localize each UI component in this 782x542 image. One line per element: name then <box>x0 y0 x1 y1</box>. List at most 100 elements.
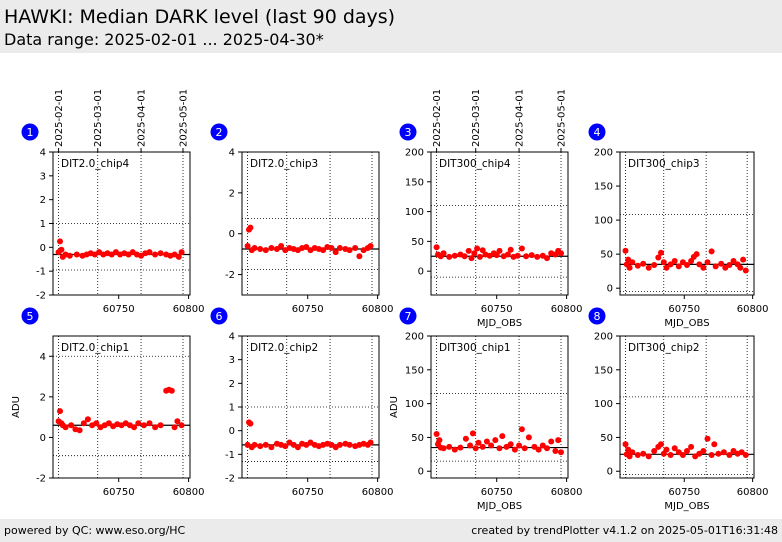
data-point <box>66 252 73 259</box>
y-tick-label: 1 <box>229 403 235 414</box>
data-point <box>488 442 495 449</box>
x-axis-label: MJD_OBS <box>664 501 709 512</box>
data-point <box>175 253 182 260</box>
data-point <box>446 253 453 260</box>
plot-frame <box>619 151 755 296</box>
data-point <box>262 441 269 448</box>
y-tick-label: 0 <box>418 267 424 278</box>
x-tick-label: 60800 <box>362 487 394 498</box>
y-tick-label: 200 <box>405 148 424 159</box>
data-point <box>516 442 523 449</box>
y-tick-label: 3 <box>40 171 46 182</box>
data-point <box>332 249 339 256</box>
data-point <box>645 264 652 271</box>
data-point <box>534 253 541 260</box>
data-point <box>521 445 528 452</box>
data-point <box>675 263 682 270</box>
data-point <box>174 418 181 425</box>
data-point <box>303 244 310 250</box>
y-axis-label: ADU <box>11 396 22 418</box>
data-point <box>711 441 718 448</box>
y-tick-label: -2 <box>225 270 235 281</box>
data-point <box>475 439 482 446</box>
plot-frame <box>241 335 380 479</box>
x-axis-label: MJD_OBS <box>477 318 522 329</box>
x-axis-label: MJD_OBS <box>477 501 522 512</box>
data-point <box>465 247 472 254</box>
panel-number: 1 <box>27 126 34 139</box>
y-tick-label: -2 <box>36 474 46 485</box>
y-tick-label: 150 <box>405 365 424 376</box>
data-point <box>336 441 343 448</box>
panel-label: DIT2.0_chip4 <box>61 158 130 170</box>
data-point <box>68 422 75 429</box>
x-tick-label: 60800 <box>362 304 394 315</box>
data-point <box>696 261 703 268</box>
y-tick-label: 200 <box>405 332 424 343</box>
data-point <box>62 424 69 431</box>
panel-number-badge <box>21 123 39 141</box>
data-point <box>152 424 159 431</box>
chart-header: HAWKI: Median DARK level (last 90 days) … <box>0 0 782 53</box>
panel-number: 2 <box>216 126 223 139</box>
data-point <box>467 442 474 449</box>
y-tick-label: 4 <box>229 148 235 159</box>
data-point <box>658 441 664 448</box>
panel-number-badge <box>588 307 606 325</box>
data-point <box>336 245 343 251</box>
data-point <box>268 444 275 451</box>
data-point <box>679 452 686 458</box>
y-tick-label: 0 <box>40 433 46 444</box>
data-point <box>146 420 153 427</box>
x-tick-label: 60750 <box>481 487 513 498</box>
data-point <box>640 260 647 267</box>
data-point <box>655 254 662 261</box>
data-point <box>257 443 264 450</box>
panel-number: 7 <box>405 310 412 323</box>
data-point <box>496 247 503 254</box>
y-tick-label: 50 <box>411 433 424 444</box>
top-date-label: 2025-03-01 <box>93 89 104 147</box>
y-tick-label: 0 <box>418 467 424 478</box>
data-point <box>462 435 469 442</box>
data-point <box>168 387 175 394</box>
y-tick-label: 0 <box>229 229 235 240</box>
data-point <box>712 263 719 270</box>
y-tick-label: 4 <box>40 148 46 159</box>
data-point <box>645 453 652 460</box>
data-point <box>483 438 490 445</box>
data-point <box>178 422 185 429</box>
data-point <box>651 448 658 454</box>
plot-frame <box>430 151 569 296</box>
data-point <box>684 448 690 454</box>
data-point <box>726 262 733 268</box>
data-point <box>544 255 550 262</box>
y-axis-label: ADU <box>389 396 400 418</box>
data-point <box>622 247 629 254</box>
data-point <box>436 437 443 444</box>
y-tick-label: 50 <box>600 433 613 444</box>
y-tick-label: -2 <box>36 291 46 302</box>
data-point <box>472 445 479 452</box>
data-point <box>294 444 301 451</box>
data-point <box>251 441 258 448</box>
x-axis-label: MJD_OBS <box>664 318 709 329</box>
data-point <box>667 452 674 458</box>
chart-footer: powered by QC: www.eso.org/HC created by… <box>0 519 782 542</box>
y-tick-label: 4 <box>40 352 46 363</box>
y-tick-label: 100 <box>405 207 424 218</box>
data-point <box>658 249 664 256</box>
top-date-label: 2025-03-01 <box>471 89 482 147</box>
y-tick-label: -2 <box>225 474 235 485</box>
data-point <box>247 224 254 231</box>
data-point <box>684 262 690 268</box>
panel-number: 4 <box>594 126 601 139</box>
data-point <box>518 426 525 433</box>
panel-label: DIT300_chip2 <box>628 342 700 354</box>
data-point <box>742 267 749 274</box>
top-date-label: 2025-04-01 <box>515 89 526 147</box>
y-tick-label: 150 <box>594 182 613 193</box>
data-point <box>268 245 275 251</box>
y-tick-label: 100 <box>594 216 613 227</box>
data-point <box>492 437 499 444</box>
